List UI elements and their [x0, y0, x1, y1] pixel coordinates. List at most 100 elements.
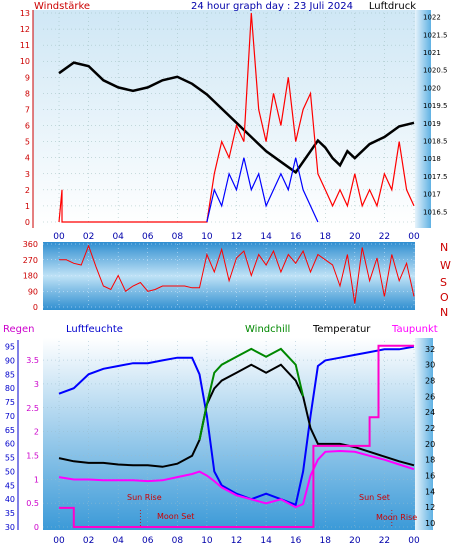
wind-direction-plot-bg	[43, 242, 415, 310]
rain-tick-label: 0	[34, 523, 39, 532]
pressure-tick-label: 1021	[423, 49, 441, 57]
wind-speed-label: Windstärke	[34, 1, 90, 12]
rain-tick-label: 1.5	[26, 451, 39, 460]
wind-direction-tick-label: 180	[23, 272, 38, 281]
wind-speed-tick-label: 12	[20, 25, 30, 34]
compass-label-n-top: N	[440, 241, 448, 254]
humidity-tick-label: 95	[5, 343, 15, 352]
rain-tick-label: 0.5	[26, 499, 39, 508]
compass-label-w: W	[440, 259, 451, 272]
p3-x-tick-label: 12	[231, 536, 242, 546]
humidity-tick-label: 80	[5, 384, 15, 393]
p3-x-tick-label: 06	[142, 536, 154, 546]
annotation-moon-set: Moon Set	[157, 512, 194, 521]
humidity-tick-label: 30	[5, 523, 15, 532]
legend-regen: Regen	[3, 324, 35, 335]
pressure-tick-label: 1017	[423, 191, 441, 199]
p1-x-tick-label: 00	[53, 232, 65, 242]
pressure-tick-label: 1016.5	[423, 208, 448, 216]
humidity-tick-label: 70	[5, 412, 15, 421]
pressure-tick-label: 1019.5	[423, 102, 448, 110]
compass-label-n-bottom: N	[440, 306, 448, 319]
compass-label-s: S	[440, 276, 447, 289]
pressure-tick-label: 1020.5	[423, 67, 448, 75]
rain-tick-label: 1	[34, 475, 39, 484]
legend-temperatur: Temperatur	[312, 324, 371, 335]
chart-title: 24 hour graph day : 23 Juli 2024	[191, 1, 353, 12]
p1-x-tick-label: 08	[172, 232, 184, 242]
pressure-label: Luftdruck	[369, 1, 416, 12]
p1-x-tick-label: 04	[112, 232, 124, 242]
p3-x-tick-label: 00	[53, 536, 65, 546]
humidity-tick-label: 85	[5, 370, 15, 379]
p1-x-tick-label: 14	[260, 232, 272, 242]
legend-windchill: Windchill	[245, 324, 290, 335]
temperature-tick-label: 30	[425, 361, 435, 370]
wind-speed-tick-label: 10	[20, 57, 30, 66]
temperature-tick-label: 16	[425, 472, 435, 481]
p3-x-tick-label: 02	[83, 536, 94, 546]
rain-tick-label: 2.5	[26, 404, 39, 413]
series-windmittel	[206, 157, 319, 223]
pressure-tick-label: 1019	[423, 120, 441, 128]
temperature-axis-bar	[415, 338, 433, 530]
wind-speed-tick-label: 6	[25, 122, 30, 131]
annotation-sun-set: Sun Set	[359, 493, 390, 502]
humidity-tick-label: 45	[5, 481, 15, 490]
p3-x-tick-label: 14	[260, 536, 272, 546]
temperature-tick-label: 22	[425, 424, 435, 433]
pressure-tick-label: 1022	[423, 14, 441, 22]
series-windchill	[198, 347, 305, 441]
humidity-tick-label: 35	[5, 509, 15, 518]
pressure-tick-label: 1017.5	[423, 173, 448, 181]
pressure-tick-label: 1018.5	[423, 138, 448, 146]
temperature-plot-bg	[43, 338, 415, 530]
wind-speed-tick-label: 3	[25, 170, 30, 179]
humidity-tick-label: 75	[5, 398, 15, 407]
temperature-tick-label: 32	[425, 345, 435, 354]
wind-direction-tick-label: 270	[23, 256, 38, 265]
annotation-moon-rise: Moon Rise	[376, 513, 417, 522]
p1-x-tick-label: 16	[290, 232, 302, 242]
pressure-axis-bar	[415, 10, 431, 228]
p3-x-tick-label: 04	[112, 536, 124, 546]
p3-x-tick-label: 08	[172, 536, 184, 546]
temperature-tick-label: 14	[425, 487, 435, 496]
humidity-tick-label: 50	[5, 467, 15, 476]
pressure-tick-label: 1020	[423, 84, 441, 92]
p1-x-tick-label: 20	[349, 232, 361, 242]
wind-direction-tick-label: 360	[23, 240, 38, 249]
p1-x-tick-label: 02	[83, 232, 94, 242]
temperature-tick-label: 12	[425, 503, 435, 512]
grid-lines	[17, 10, 415, 530]
series-wind-direction	[59, 244, 415, 304]
p1-x-tick-label: 22	[379, 232, 390, 242]
p1-x-tick-label: 12	[231, 232, 242, 242]
rain-tick-label: 3.5	[26, 356, 39, 365]
series-luftdruck	[58, 61, 415, 175]
wind-speed-tick-label: 11	[20, 41, 30, 50]
rain-tick-label: 2	[34, 428, 39, 437]
p1-x-tick-label: 00	[408, 232, 420, 242]
humidity-tick-label: 55	[5, 454, 15, 463]
chart-labels: 00 02 04 06 08 10 12 14 16 18 20 22 0001234567891011…	[5, 9, 448, 546]
p1-x-tick-label: 10	[201, 232, 213, 242]
wind-speed-tick-label: 0	[25, 218, 30, 227]
wind-speed-tick-label: 7	[25, 105, 30, 114]
humidity-tick-label: 60	[5, 440, 15, 449]
rain-tick-label: 3	[34, 380, 39, 389]
wind-speed-tick-label: 2	[25, 186, 30, 195]
pressure-tick-label: 1021.5	[423, 31, 448, 39]
chart-marks	[58, 12, 415, 528]
temperature-tick-label: 18	[425, 456, 435, 465]
legend-luftfeuchte: Luftfeuchte	[66, 324, 123, 335]
series-windböe	[58, 12, 415, 223]
p1-x-tick-label: 06	[142, 232, 154, 242]
wind-pressure-plot-bg	[33, 10, 415, 228]
wind-speed-tick-label: 9	[25, 73, 30, 82]
p3-x-tick-label: 20	[349, 536, 361, 546]
humidity-tick-label: 40	[5, 495, 15, 504]
pressure-tick-label: 1018	[423, 155, 441, 163]
p3-x-tick-label: 16	[290, 536, 302, 546]
